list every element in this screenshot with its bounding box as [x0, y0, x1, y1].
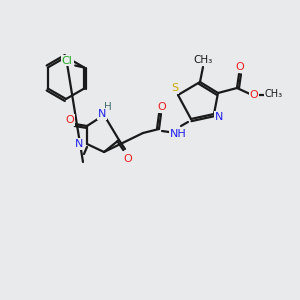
Text: H: H: [104, 102, 112, 112]
Text: CH₃: CH₃: [194, 55, 213, 65]
Text: O: O: [250, 90, 258, 100]
Text: S: S: [171, 83, 178, 93]
Text: N: N: [75, 139, 83, 149]
Text: O: O: [124, 154, 132, 164]
Text: CH₃: CH₃: [265, 89, 283, 99]
Text: N: N: [215, 112, 223, 122]
Text: NH: NH: [169, 129, 186, 139]
Text: O: O: [158, 102, 166, 112]
Text: O: O: [66, 115, 74, 125]
Text: Cl: Cl: [62, 56, 73, 65]
Text: N: N: [98, 109, 106, 119]
Text: O: O: [236, 62, 244, 72]
